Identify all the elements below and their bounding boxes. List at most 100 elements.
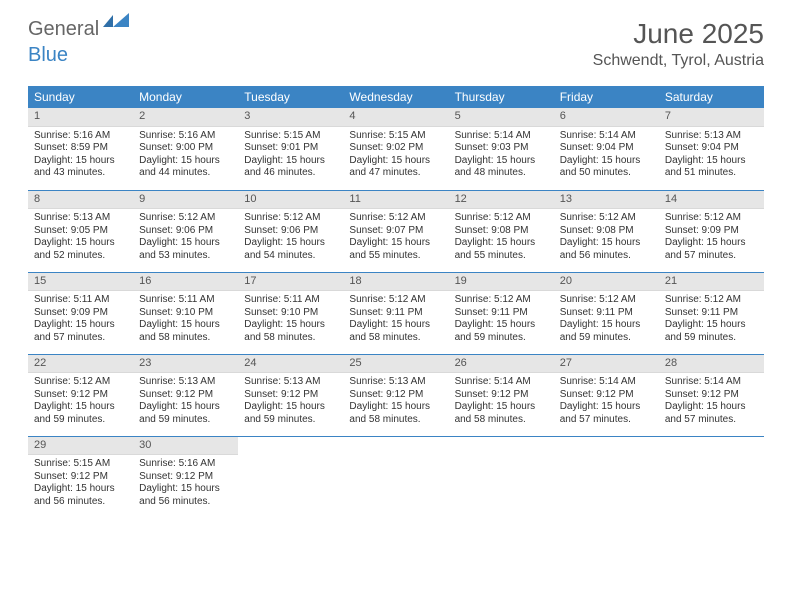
day-number: 22 [28,355,133,374]
sunset-line: Sunset: 9:12 PM [34,389,127,402]
sunrise-line: Sunrise: 5:15 AM [349,130,442,143]
day-body: Sunrise: 5:15 AMSunset: 9:02 PMDaylight:… [343,127,448,183]
daylight-line: Daylight: 15 hours and 59 minutes. [244,401,337,426]
sunset-line: Sunset: 9:11 PM [665,307,758,320]
day-body: Sunrise: 5:14 AMSunset: 9:03 PMDaylight:… [449,127,554,183]
daylight-line: Daylight: 15 hours and 57 minutes. [560,401,653,426]
day-body: Sunrise: 5:15 AMSunset: 9:12 PMDaylight:… [28,455,133,511]
sunset-line: Sunset: 9:12 PM [139,471,232,484]
sunset-line: Sunset: 9:03 PM [455,142,548,155]
day-body: Sunrise: 5:14 AMSunset: 9:12 PMDaylight:… [449,373,554,429]
calendar-cell: 26Sunrise: 5:14 AMSunset: 9:12 PMDayligh… [449,354,554,436]
day-number: 5 [449,108,554,127]
day-body: Sunrise: 5:12 AMSunset: 9:09 PMDaylight:… [659,209,764,265]
calendar-cell: 3Sunrise: 5:15 AMSunset: 9:01 PMDaylight… [238,108,343,190]
day-body: Sunrise: 5:12 AMSunset: 9:07 PMDaylight:… [343,209,448,265]
day-body: Sunrise: 5:16 AMSunset: 9:12 PMDaylight:… [133,455,238,511]
day-number: 19 [449,273,554,292]
calendar-cell: 12Sunrise: 5:12 AMSunset: 9:08 PMDayligh… [449,190,554,272]
calendar-cell: 22Sunrise: 5:12 AMSunset: 9:12 PMDayligh… [28,354,133,436]
day-number: 20 [554,273,659,292]
daylight-line: Daylight: 15 hours and 54 minutes. [244,237,337,262]
day-number: 21 [659,273,764,292]
calendar-table: SundayMondayTuesdayWednesdayThursdayFrid… [28,86,764,518]
weekday-header: Wednesday [343,86,448,108]
calendar-cell: 20Sunrise: 5:12 AMSunset: 9:11 PMDayligh… [554,272,659,354]
day-number: 18 [343,273,448,292]
calendar-cell: 8Sunrise: 5:13 AMSunset: 9:05 PMDaylight… [28,190,133,272]
day-body: Sunrise: 5:11 AMSunset: 9:10 PMDaylight:… [133,291,238,347]
day-body: Sunrise: 5:11 AMSunset: 9:10 PMDaylight:… [238,291,343,347]
daylight-line: Daylight: 15 hours and 58 minutes. [244,319,337,344]
day-body: Sunrise: 5:16 AMSunset: 9:00 PMDaylight:… [133,127,238,183]
daylight-line: Daylight: 15 hours and 59 minutes. [665,319,758,344]
sunset-line: Sunset: 9:11 PM [560,307,653,320]
daylight-line: Daylight: 15 hours and 58 minutes. [455,401,548,426]
calendar-cell: 30Sunrise: 5:16 AMSunset: 9:12 PMDayligh… [133,436,238,518]
day-number: 7 [659,108,764,127]
sunrise-line: Sunrise: 5:16 AM [139,130,232,143]
sunset-line: Sunset: 9:05 PM [34,225,127,238]
day-number: 2 [133,108,238,127]
sunrise-line: Sunrise: 5:15 AM [34,458,127,471]
sunset-line: Sunset: 9:04 PM [560,142,653,155]
calendar-cell: 25Sunrise: 5:13 AMSunset: 9:12 PMDayligh… [343,354,448,436]
brand-flag-icon [103,13,131,36]
brand-logo: General [28,18,133,41]
daylight-line: Daylight: 15 hours and 58 minutes. [349,319,442,344]
weekday-header: Saturday [659,86,764,108]
calendar-cell: 19Sunrise: 5:12 AMSunset: 9:11 PMDayligh… [449,272,554,354]
sunrise-line: Sunrise: 5:11 AM [139,294,232,307]
daylight-line: Daylight: 15 hours and 57 minutes. [34,319,127,344]
calendar-cell: 23Sunrise: 5:13 AMSunset: 9:12 PMDayligh… [133,354,238,436]
sunset-line: Sunset: 9:10 PM [139,307,232,320]
daylight-line: Daylight: 15 hours and 52 minutes. [34,237,127,262]
day-number: 6 [554,108,659,127]
calendar-cell: 16Sunrise: 5:11 AMSunset: 9:10 PMDayligh… [133,272,238,354]
calendar-cell: 29Sunrise: 5:15 AMSunset: 9:12 PMDayligh… [28,436,133,518]
day-body: Sunrise: 5:13 AMSunset: 9:12 PMDaylight:… [343,373,448,429]
sunrise-line: Sunrise: 5:13 AM [665,130,758,143]
sunrise-line: Sunrise: 5:12 AM [455,212,548,225]
daylight-line: Daylight: 15 hours and 47 minutes. [349,155,442,180]
calendar-cell: 10Sunrise: 5:12 AMSunset: 9:06 PMDayligh… [238,190,343,272]
day-number: 1 [28,108,133,127]
page-header: General June 2025 Schwendt, Tyrol, Austr… [0,0,792,78]
calendar-cell [449,436,554,518]
title-block: June 2025 Schwendt, Tyrol, Austria [593,18,764,70]
sunrise-line: Sunrise: 5:11 AM [244,294,337,307]
sunset-line: Sunset: 9:12 PM [34,471,127,484]
day-number: 15 [28,273,133,292]
day-body: Sunrise: 5:16 AMSunset: 8:59 PMDaylight:… [28,127,133,183]
sunset-line: Sunset: 9:06 PM [244,225,337,238]
calendar-cell: 15Sunrise: 5:11 AMSunset: 9:09 PMDayligh… [28,272,133,354]
sunrise-line: Sunrise: 5:11 AM [34,294,127,307]
sunset-line: Sunset: 9:04 PM [665,142,758,155]
day-number: 9 [133,191,238,210]
sunset-line: Sunset: 9:12 PM [455,389,548,402]
sunset-line: Sunset: 9:01 PM [244,142,337,155]
sunrise-line: Sunrise: 5:13 AM [34,212,127,225]
day-body: Sunrise: 5:12 AMSunset: 9:12 PMDaylight:… [28,373,133,429]
weekday-header: Monday [133,86,238,108]
sunset-line: Sunset: 9:06 PM [139,225,232,238]
daylight-line: Daylight: 15 hours and 44 minutes. [139,155,232,180]
sunrise-line: Sunrise: 5:12 AM [349,294,442,307]
calendar-cell: 27Sunrise: 5:14 AMSunset: 9:12 PMDayligh… [554,354,659,436]
calendar-cell: 7Sunrise: 5:13 AMSunset: 9:04 PMDaylight… [659,108,764,190]
daylight-line: Daylight: 15 hours and 53 minutes. [139,237,232,262]
day-number: 17 [238,273,343,292]
sunrise-line: Sunrise: 5:12 AM [244,212,337,225]
sunrise-line: Sunrise: 5:13 AM [349,376,442,389]
sunrise-line: Sunrise: 5:16 AM [139,458,232,471]
daylight-line: Daylight: 15 hours and 55 minutes. [455,237,548,262]
day-body: Sunrise: 5:12 AMSunset: 9:06 PMDaylight:… [133,209,238,265]
calendar-cell: 4Sunrise: 5:15 AMSunset: 9:02 PMDaylight… [343,108,448,190]
sunset-line: Sunset: 9:12 PM [244,389,337,402]
calendar-cell: 11Sunrise: 5:12 AMSunset: 9:07 PMDayligh… [343,190,448,272]
sunrise-line: Sunrise: 5:14 AM [560,130,653,143]
day-body: Sunrise: 5:12 AMSunset: 9:06 PMDaylight:… [238,209,343,265]
day-number: 29 [28,437,133,456]
sunset-line: Sunset: 9:08 PM [455,225,548,238]
daylight-line: Daylight: 15 hours and 50 minutes. [560,155,653,180]
